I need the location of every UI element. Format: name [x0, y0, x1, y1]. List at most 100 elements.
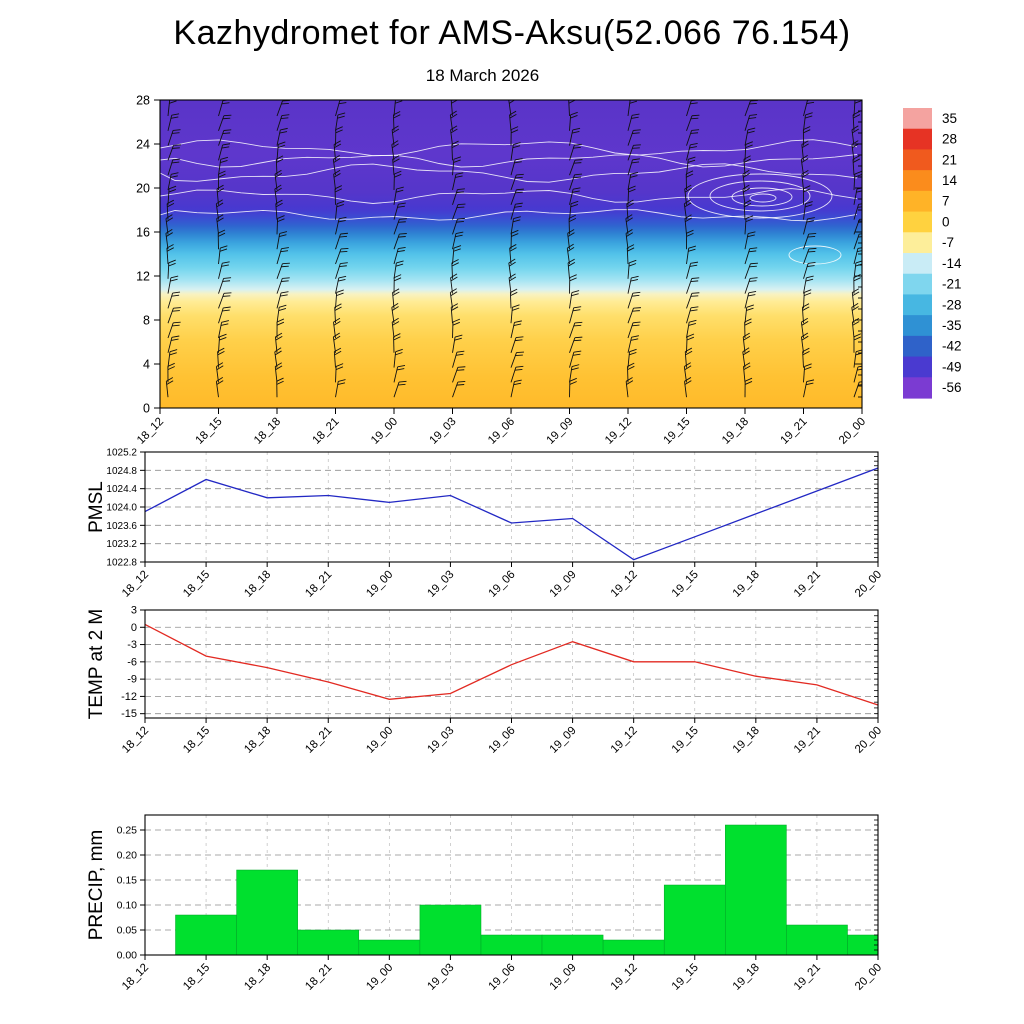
svg-text:19_06: 19_06	[486, 416, 517, 447]
precip-bar	[847, 934, 879, 956]
svg-text:18_15: 18_15	[181, 569, 212, 600]
svg-text:18_18: 18_18	[252, 416, 283, 447]
svg-text:20_00: 20_00	[853, 962, 884, 993]
svg-text:1024.0: 1024.0	[106, 503, 137, 514]
svg-text:-21: -21	[942, 277, 962, 292]
svg-text:4: 4	[143, 358, 150, 372]
svg-text:19_12: 19_12	[603, 416, 634, 447]
svg-text:18_15: 18_15	[194, 416, 225, 447]
svg-text:18_18: 18_18	[242, 725, 273, 756]
svg-text:18_21: 18_21	[303, 962, 334, 993]
precip-bar	[419, 904, 482, 956]
svg-text:1024.8: 1024.8	[106, 466, 137, 477]
svg-text:14: 14	[942, 173, 958, 188]
svg-text:18_15: 18_15	[181, 725, 212, 756]
panel-temp-at-2-m: 3 0 -3 -6 -9 -12 -15 18_12 18_15 18_18 18_21 19_00 1…	[120, 605, 884, 756]
svg-text:19_15: 19_15	[670, 569, 701, 600]
svg-text:-3: -3	[127, 639, 137, 651]
svg-text:24: 24	[136, 138, 150, 152]
svg-text:19_00: 19_00	[364, 725, 395, 756]
chart-subtitle: 18 March 2026	[425, 66, 540, 85]
svg-text:-7: -7	[942, 235, 954, 250]
svg-text:19_21: 19_21	[792, 962, 823, 993]
svg-text:19_12: 19_12	[609, 569, 640, 600]
svg-text:19_09: 19_09	[545, 416, 576, 447]
svg-text:19_21: 19_21	[779, 416, 810, 447]
svg-text:16: 16	[136, 226, 150, 240]
svg-text:0.00: 0.00	[117, 950, 138, 962]
svg-text:19_18: 19_18	[720, 416, 751, 447]
svg-text:19_21: 19_21	[792, 569, 823, 600]
svg-text:19_18: 19_18	[731, 725, 762, 756]
svg-text:19_18: 19_18	[731, 569, 762, 600]
svg-text:20_00: 20_00	[853, 569, 884, 600]
svg-text:20: 20	[136, 182, 150, 196]
precip-bar	[663, 884, 726, 956]
colorbar: 35 28 21 14 7 0 -7 -14 -21 -28 -35 -42 -49 -56	[903, 108, 962, 399]
svg-text:19_00: 19_00	[364, 962, 395, 993]
precip-bar	[480, 934, 543, 956]
precip-bar	[175, 914, 237, 956]
svg-text:8: 8	[143, 314, 150, 328]
svg-text:19_09: 19_09	[548, 725, 579, 756]
svg-text:19_09: 19_09	[548, 569, 579, 600]
panel-pmsl-line	[144, 467, 879, 561]
svg-text:0.05: 0.05	[117, 925, 138, 937]
svg-text:0: 0	[131, 622, 137, 634]
svg-text:18_12: 18_12	[120, 725, 151, 756]
svg-text:0.10: 0.10	[117, 900, 138, 912]
svg-text:19_15: 19_15	[670, 962, 701, 993]
svg-text:19_21: 19_21	[792, 725, 823, 756]
svg-text:-15: -15	[121, 708, 137, 720]
svg-text:3: 3	[131, 605, 137, 617]
panel-pmsl: 1025.2 1024.8 1024.4 1024.0 1023.6 1023.2 1022…	[106, 448, 884, 600]
svg-text:19_12: 19_12	[609, 725, 640, 756]
precip-bar	[358, 939, 421, 956]
contour-lines	[160, 139, 858, 265]
svg-text:12: 12	[136, 270, 150, 284]
svg-text:-9: -9	[127, 674, 137, 686]
svg-text:20_00: 20_00	[837, 416, 868, 447]
svg-text:19_06: 19_06	[487, 962, 518, 993]
svg-text:18_21: 18_21	[311, 416, 342, 447]
svg-text:21: 21	[942, 152, 957, 167]
svg-text:-56: -56	[942, 380, 962, 395]
svg-text:18_21: 18_21	[303, 569, 334, 600]
precip-bar	[297, 929, 360, 956]
precip-bar	[236, 869, 298, 956]
svg-text:1023.2: 1023.2	[106, 539, 137, 550]
precip-bar	[786, 924, 848, 956]
svg-text:18_12: 18_12	[135, 416, 166, 447]
svg-text:19_00: 19_00	[364, 569, 395, 600]
svg-text:20_00: 20_00	[853, 725, 884, 756]
svg-text:18_12: 18_12	[120, 962, 151, 993]
svg-text:19_03: 19_03	[425, 962, 456, 993]
svg-text:19_03: 19_03	[425, 725, 456, 756]
svg-text:18_12: 18_12	[120, 569, 151, 600]
cross-section-y-axis: 28 24 20 16 12 8 4 0	[136, 94, 862, 416]
svg-text:19_15: 19_15	[670, 725, 701, 756]
cross-section-panel: 28 24 20 16 12 8 4 018_12 18_15 18_18 18_21 19_00 19…	[135, 94, 868, 447]
svg-text:18_15: 18_15	[181, 962, 212, 993]
svg-text:0.25: 0.25	[117, 825, 138, 837]
svg-text:1023.6: 1023.6	[106, 521, 137, 532]
svg-text:1024.4: 1024.4	[106, 484, 137, 495]
svg-text:19_12: 19_12	[609, 962, 640, 993]
svg-text:19_06: 19_06	[487, 569, 518, 600]
page-title: Kazhydromet for AMS-Aksu(52.066 76.154)	[173, 14, 851, 52]
svg-text:19_09: 19_09	[548, 962, 579, 993]
svg-text:0: 0	[942, 214, 950, 229]
svg-text:-28: -28	[942, 297, 962, 312]
svg-text:-42: -42	[942, 339, 962, 354]
svg-text:0.15: 0.15	[117, 875, 138, 887]
svg-text:-6: -6	[127, 656, 137, 668]
precip-bar	[725, 824, 787, 956]
svg-text:19_15: 19_15	[662, 416, 693, 447]
svg-text:28: 28	[136, 94, 150, 108]
cross-section-x-axis: 18_12 18_15 18_18 18_21 19_00 19_03 19_06 19_09…	[135, 408, 868, 447]
svg-text:19_00: 19_00	[369, 416, 400, 447]
svg-text:0: 0	[143, 402, 150, 416]
svg-text:28: 28	[942, 132, 957, 147]
svg-text:18_18: 18_18	[242, 962, 273, 993]
